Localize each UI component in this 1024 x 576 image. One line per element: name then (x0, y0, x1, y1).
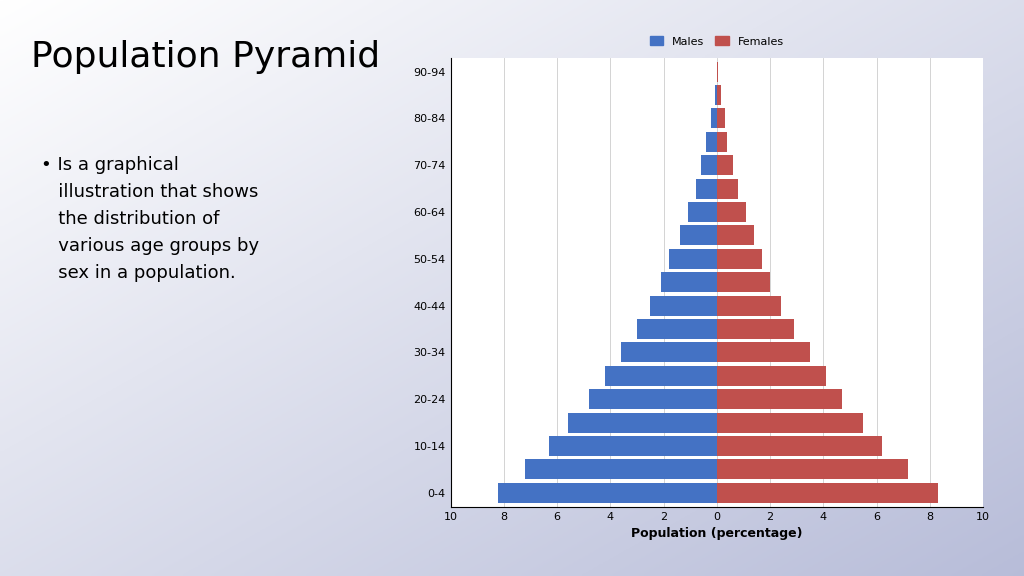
Bar (695, 179, 717, 199)
Bar (707, 132, 717, 152)
Bar (717, 436, 882, 456)
Bar (717, 202, 746, 222)
Bar (717, 132, 727, 152)
Bar (687, 202, 717, 222)
Bar (717, 460, 908, 479)
Bar (621, 343, 717, 362)
Bar (637, 319, 717, 339)
Bar (717, 295, 780, 316)
Bar (717, 249, 762, 269)
Bar (717, 412, 863, 433)
Bar (717, 343, 810, 362)
Legend: Males, Females: Males, Females (645, 32, 788, 51)
Bar (717, 62, 718, 82)
Bar (589, 389, 717, 409)
Bar (567, 412, 717, 433)
Bar (717, 156, 733, 175)
Bar (717, 225, 754, 245)
Bar (717, 483, 938, 503)
Bar (717, 389, 842, 409)
Bar (700, 156, 717, 175)
Bar (669, 249, 717, 269)
Bar (660, 272, 717, 292)
Bar (712, 108, 717, 128)
Bar (717, 85, 721, 105)
X-axis label: Population (percentage): Population (percentage) (631, 527, 803, 540)
Bar (605, 366, 717, 386)
Bar (717, 179, 738, 199)
Bar (549, 436, 717, 456)
Bar (717, 366, 826, 386)
Bar (717, 108, 725, 128)
Text: Population Pyramid: Population Pyramid (31, 40, 380, 74)
Bar (650, 295, 717, 316)
Text: • Is a graphical
   illustration that shows
   the distribution of
   various ag: • Is a graphical illustration that shows… (41, 156, 259, 282)
Bar (717, 272, 770, 292)
Bar (499, 483, 717, 503)
Bar (525, 460, 717, 479)
Bar (716, 85, 717, 105)
Bar (717, 319, 794, 339)
Bar (680, 225, 717, 245)
